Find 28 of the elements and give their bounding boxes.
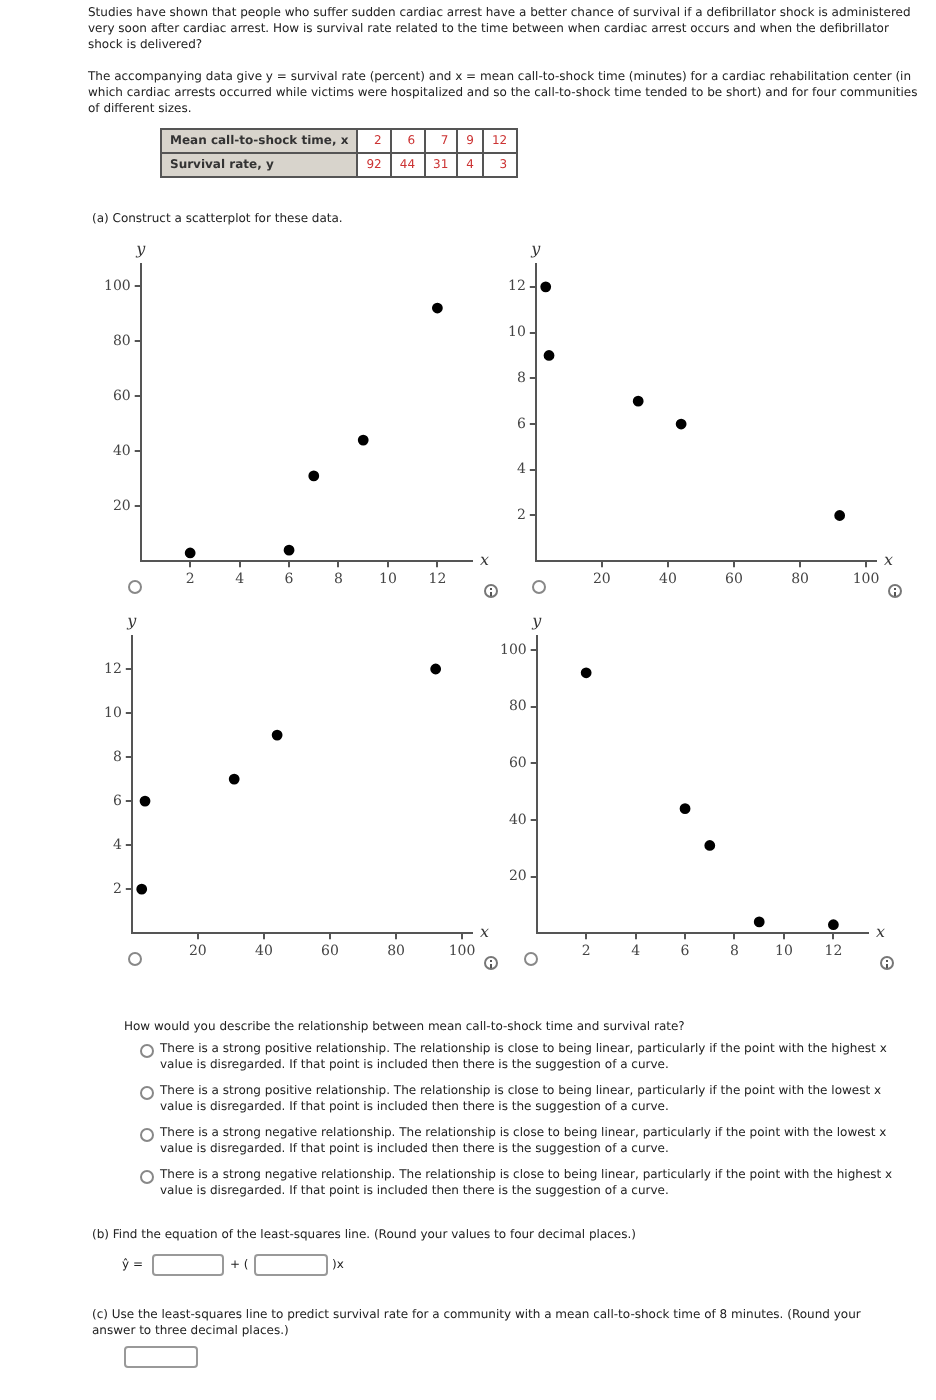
point <box>675 418 687 430</box>
point <box>308 470 320 482</box>
x-axis-title: x <box>480 923 490 942</box>
point <box>543 350 555 361</box>
point <box>580 667 592 679</box>
point <box>139 795 151 807</box>
point <box>834 510 846 521</box>
point <box>357 434 369 446</box>
x-axis-title: x <box>876 923 886 942</box>
point <box>430 663 442 675</box>
point <box>753 916 765 928</box>
point <box>632 395 644 407</box>
y-axis-title: y <box>530 612 543 631</box>
point <box>540 281 552 293</box>
point <box>704 840 716 851</box>
point <box>184 547 196 559</box>
x-axis-title: x <box>480 551 490 570</box>
point <box>679 803 691 815</box>
point <box>136 883 148 895</box>
y-axis-title: y <box>134 240 147 259</box>
x-axis-title: x <box>884 551 894 570</box>
point <box>228 773 240 785</box>
y-axis-title: y <box>125 612 138 631</box>
point <box>431 302 443 314</box>
point <box>283 544 295 556</box>
point <box>271 729 283 741</box>
point <box>827 919 839 931</box>
y-axis-title: y <box>529 240 542 259</box>
